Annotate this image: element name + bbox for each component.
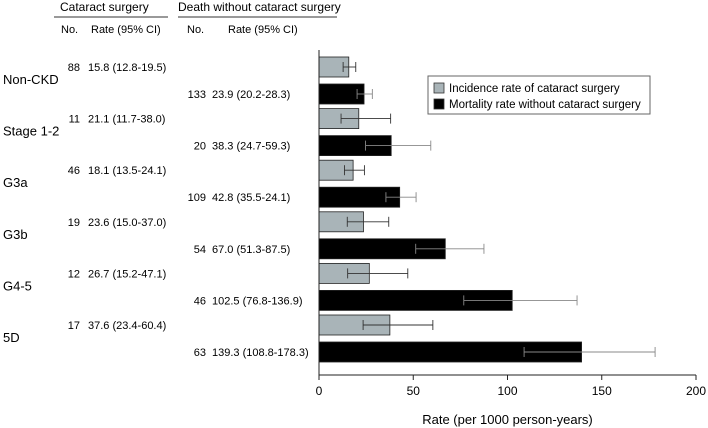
death-rate-non-ckd: 23.9 (20.2-28.3) xyxy=(212,89,290,101)
death-rate-stage-1-2: 38.3 (24.7-59.3) xyxy=(212,141,290,153)
legend-swatch-mortality xyxy=(433,98,445,110)
cataract-no-header: No. xyxy=(61,24,78,36)
death-no-header: No. xyxy=(187,24,204,36)
cataract-count-stage-1-2: 11 xyxy=(69,114,80,126)
group-label-non-ckd: Non-CKD xyxy=(3,72,59,87)
group-label-stage-1-2: Stage 1-2 xyxy=(3,124,59,139)
cataract-count-g4-5: 12 xyxy=(68,268,80,280)
cataract-count-g3a: 46 xyxy=(68,165,80,177)
death-count-g3a: 109 xyxy=(188,192,206,204)
cataract-rate-g4-5: 26.7 (15.2-47.1) xyxy=(88,268,166,280)
x-axis-title: Rate (per 1000 person-years) xyxy=(422,412,593,427)
death-rate-header: Rate (95% CI) xyxy=(228,24,298,36)
group-label-g3b: G3b xyxy=(3,227,28,242)
cataract-rate-stage-1-2: 21.1 (11.7-38.0) xyxy=(88,114,165,126)
death-count-g4-5: 46 xyxy=(194,295,206,307)
legend-box xyxy=(427,75,651,115)
cataract-group-header: Cataract surgery xyxy=(60,0,149,14)
group-label-g4-5: G4-5 xyxy=(3,278,32,293)
x-axis: 0 50 100 150 200 Rate (per 1000 person-years) xyxy=(316,50,706,427)
legend-swatch-cataract xyxy=(433,82,445,94)
cataract-count-non-ckd: 88 xyxy=(68,62,80,74)
death-count-g3b: 54 xyxy=(194,244,206,256)
x-tick-label-50: 50 xyxy=(407,384,421,398)
death-rate-5d: 139.3 (108.8-178.3) xyxy=(212,347,309,359)
x-tick-label-0: 0 xyxy=(316,384,323,398)
death-rate-g4-5: 102.5 (76.8-136.9) xyxy=(212,295,303,307)
x-tick-label-150: 150 xyxy=(592,384,612,398)
legend-label-mortality: Mortality rate without cataract surgery xyxy=(449,99,641,111)
x-tick-label-200: 200 xyxy=(686,384,706,398)
legend: Incidence rate of cataract surgery Morta… xyxy=(427,75,651,115)
death-rate-g3a: 42.8 (35.5-24.1) xyxy=(212,192,290,204)
cataract-rate-g3a: 18.1 (13.5-24.1) xyxy=(88,165,166,177)
death-count-5d: 63 xyxy=(194,347,206,359)
x-tick-label-100: 100 xyxy=(497,384,517,398)
cataract-rate-g3b: 23.6 (15.0-37.0) xyxy=(88,217,166,229)
cataract-rate-5d: 37.6 (23.4-60.4) xyxy=(88,320,166,332)
death-rate-g3b: 67.0 (51.3-87.5) xyxy=(212,244,290,256)
cataract-count-g3b: 19 xyxy=(68,217,80,229)
cataract-rate-non-ckd: 15.8 (12.8-19.5) xyxy=(88,62,166,74)
legend-label-cataract: Incidence rate of cataract surgery xyxy=(449,83,620,95)
chart-rows: Non-CKD 88 15.8 (12.8-19.5) 133 23.9 (20.2-2… xyxy=(3,56,656,363)
group-label-5d: 5D xyxy=(3,330,20,345)
cataract-count-5d: 17 xyxy=(68,320,80,332)
death-count-stage-1-2: 20 xyxy=(194,141,206,153)
death-group-header: Death without cataract surgery xyxy=(178,0,341,14)
death-count-non-ckd: 133 xyxy=(188,89,206,101)
cataract-rate-header: Rate (95% CI) xyxy=(91,24,161,36)
group-label-g3a: G3a xyxy=(3,175,28,190)
